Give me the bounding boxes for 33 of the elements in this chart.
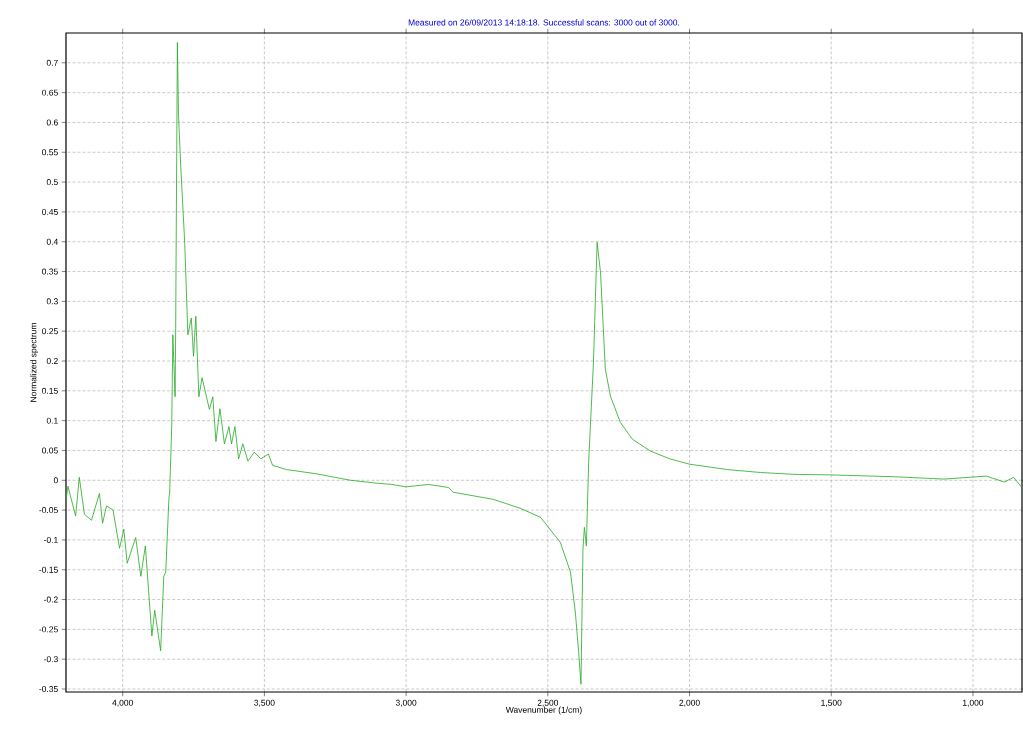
y-tick-label: 0.25 xyxy=(42,328,58,335)
x-tick-label: 4,000 xyxy=(112,699,133,707)
y-tick-label: 0.15 xyxy=(42,387,58,394)
y-tick-label: 0.2 xyxy=(46,358,58,364)
y-tick-label: -0.1 xyxy=(44,536,58,543)
x-tick-label: 2,000 xyxy=(679,699,700,707)
y-tick-label: -0.15 xyxy=(39,566,58,573)
y-tick-label: -0.2 xyxy=(44,596,58,603)
y-axis-title: Normalized spectrum xyxy=(30,323,39,402)
y-tick-label: 0.4 xyxy=(46,238,58,245)
line-series xyxy=(65,42,1022,685)
x-axis-title: Wavenumber (1/cm) xyxy=(505,706,582,715)
y-tick-label: 0.1 xyxy=(46,417,58,424)
y-tick-label: 0.65 xyxy=(42,89,58,96)
y-tick-label: -0.05 xyxy=(39,507,58,514)
y-tick-label: -0.3 xyxy=(44,656,58,663)
y-tick-label: 0.55 xyxy=(42,149,58,156)
x-tick-label: 1,000 xyxy=(963,699,984,707)
y-tick-label: 0.05 xyxy=(42,447,58,454)
x-tick-label: 1,500 xyxy=(821,699,842,707)
y-tick-label: -0.25 xyxy=(39,626,58,633)
y-tick-label: 0.45 xyxy=(42,208,58,215)
y-tick-label: 0 xyxy=(53,477,58,484)
y-tick-label: 0.6 xyxy=(46,119,58,126)
y-tick-label: 0.3 xyxy=(46,298,58,305)
chart-title: Measured on 26/09/2013 14:18:18. Successful scans: 3000 out of 3000. xyxy=(408,19,680,26)
x-tick-label: 3,000 xyxy=(395,699,417,707)
x-tick-label: 3,500 xyxy=(254,699,275,707)
y-tick-label: 0.35 xyxy=(42,268,58,275)
y-tick-label: -0.35 xyxy=(39,686,58,693)
x-tick-label: 2,500 xyxy=(537,699,559,707)
y-tick-label: 0.7 xyxy=(46,59,58,66)
y-tick-label: 0.5 xyxy=(46,179,58,186)
